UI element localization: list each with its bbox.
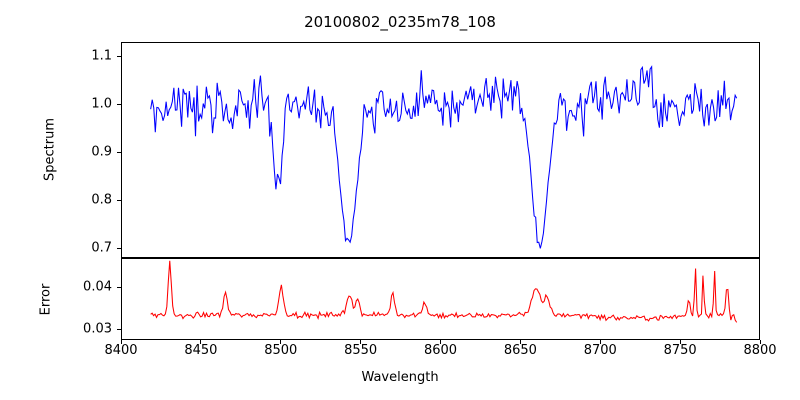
x-tick-mark bbox=[200, 340, 202, 344]
x-tick-mark bbox=[519, 340, 521, 344]
y-tick-label-spectrum: 1.1 bbox=[91, 48, 112, 64]
spectrum-panel bbox=[121, 42, 760, 258]
x-tick-mark bbox=[360, 340, 362, 344]
x-tick-label: 8800 bbox=[743, 343, 777, 358]
x-tick-label: 8650 bbox=[503, 343, 537, 358]
x-tick-label: 8550 bbox=[344, 343, 378, 358]
y-tick-mark-spectrum bbox=[117, 151, 121, 153]
error-panel bbox=[121, 258, 760, 340]
spectrum-plot-line bbox=[122, 43, 759, 257]
y-tick-label-error: 0.04 bbox=[83, 279, 112, 295]
x-tick-mark bbox=[440, 340, 442, 344]
figure-title: 20100802_0235m78_108 bbox=[304, 13, 496, 31]
y-tick-label-spectrum: 0.8 bbox=[91, 192, 112, 208]
y-tick-label-spectrum: 0.7 bbox=[91, 240, 112, 256]
y-tick-mark-spectrum bbox=[117, 247, 121, 249]
y-tick-label-error: 0.03 bbox=[83, 321, 112, 337]
x-tick-label: 8400 bbox=[104, 343, 138, 358]
x-tick-mark bbox=[280, 340, 282, 344]
x-tick-label: 8600 bbox=[423, 343, 458, 358]
x-axis-label: Wavelength bbox=[361, 370, 439, 385]
y-tick-label-spectrum: 1.0 bbox=[91, 96, 112, 112]
y-tick-label-spectrum: 0.9 bbox=[91, 144, 112, 160]
y-tick-mark-spectrum bbox=[117, 103, 121, 105]
x-tick-mark bbox=[599, 340, 601, 344]
y-tick-mark-spectrum bbox=[117, 55, 121, 57]
x-tick-label: 8700 bbox=[583, 343, 617, 358]
y-axis-label-error: Error bbox=[38, 283, 54, 316]
y-tick-mark-error bbox=[117, 328, 121, 331]
error-plot-line bbox=[122, 259, 759, 339]
x-tick-label: 8750 bbox=[663, 343, 697, 358]
x-tick-mark bbox=[120, 340, 122, 344]
y-axis-label-spectrum: Spectrum bbox=[42, 118, 58, 181]
x-tick-mark bbox=[679, 340, 681, 344]
x-tick-mark bbox=[759, 340, 761, 344]
x-tick-label: 8450 bbox=[184, 343, 218, 358]
y-tick-mark-spectrum bbox=[117, 199, 121, 201]
x-tick-label: 8500 bbox=[264, 343, 298, 358]
y-tick-mark-error bbox=[117, 286, 121, 289]
